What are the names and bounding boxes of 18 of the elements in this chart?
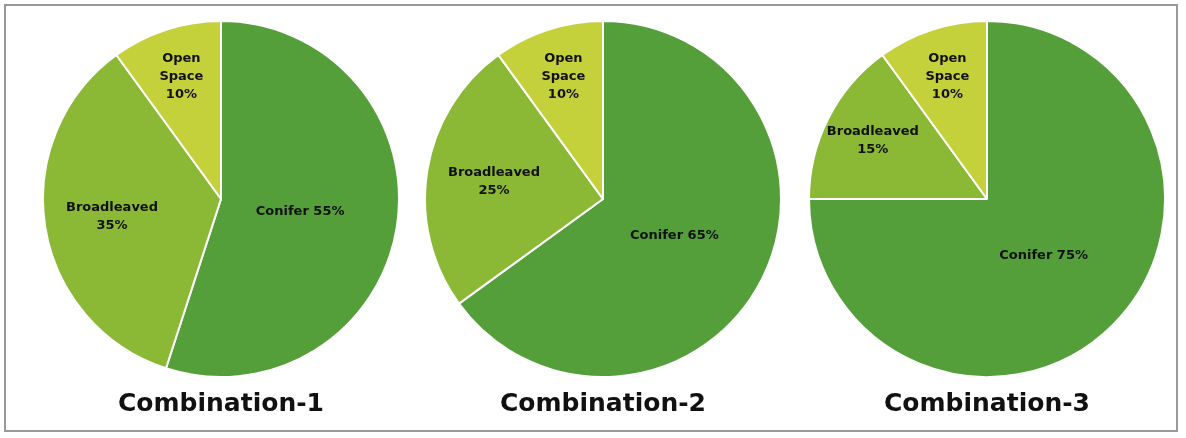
slice-label: Conifer 65% (630, 226, 719, 242)
text: Combination-3 (883, 388, 1091, 417)
slice-label: Open Space (541, 50, 586, 84)
data-label: 25% (478, 182, 510, 198)
slice-label: Open Space (925, 50, 970, 84)
text: Combination-1 (117, 388, 325, 417)
slice-label: Conifer 55% (255, 202, 345, 218)
data-label: 10% (547, 86, 579, 102)
slice-label: Broadleaved (826, 123, 919, 139)
slice-label: Conifer 75% (999, 247, 1088, 263)
data-label: 35% (96, 216, 128, 232)
slice-label: Broadleaved (66, 198, 158, 214)
data-label: 10% (931, 86, 963, 102)
slice-label: Broadleaved (448, 164, 540, 180)
data-label: 15% (857, 141, 889, 157)
data-label: 10% (165, 86, 197, 102)
text: Combination-2 (499, 388, 707, 417)
slice-label: Open Space (159, 50, 204, 84)
